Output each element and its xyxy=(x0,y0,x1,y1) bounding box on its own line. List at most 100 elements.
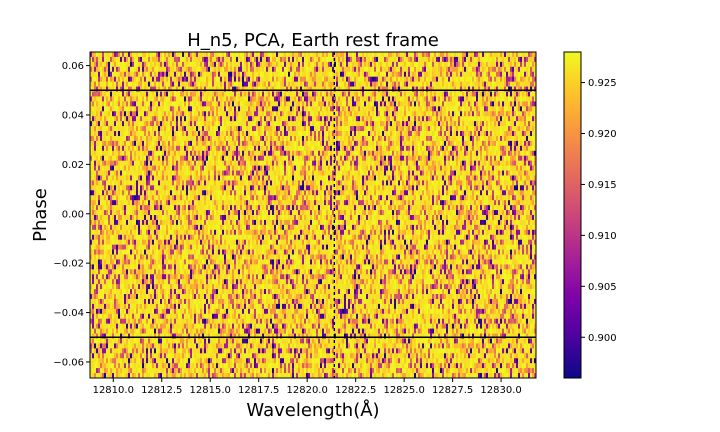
heatmap-cell xyxy=(138,56,141,63)
heatmap-cell xyxy=(322,81,325,87)
heatmap-cell xyxy=(500,131,503,137)
heatmap-cell xyxy=(526,76,529,82)
heatmap-cell xyxy=(360,66,363,73)
heatmap-cell xyxy=(430,111,433,117)
heatmap-cell xyxy=(300,71,303,78)
heatmap-cell xyxy=(436,111,439,117)
heatmap-cell xyxy=(424,86,427,92)
heatmap-cell xyxy=(258,121,261,127)
heatmap-cell xyxy=(436,101,439,107)
heatmap-cell xyxy=(508,52,511,58)
heatmap-cell xyxy=(244,61,247,68)
heatmap-cell xyxy=(148,155,151,162)
heatmap-cell xyxy=(368,116,371,122)
heatmap-cell xyxy=(526,121,529,127)
heatmap-cell xyxy=(490,71,493,78)
heatmap-cell xyxy=(114,81,117,87)
heatmap-cell xyxy=(490,52,493,58)
heatmap-cell xyxy=(360,155,363,162)
heatmap-cell xyxy=(250,106,253,112)
heatmap-cell xyxy=(450,155,453,162)
heatmap-cell xyxy=(404,135,407,142)
heatmap-cell xyxy=(272,56,275,63)
heatmap-cell xyxy=(372,116,375,122)
heatmap-cell xyxy=(448,150,451,157)
heatmap-cell xyxy=(280,121,283,127)
heatmap-cell xyxy=(528,116,531,122)
heatmap-cell xyxy=(300,61,303,68)
heatmap-cell xyxy=(344,106,347,112)
heatmap-cell xyxy=(286,150,289,157)
heatmap-cell xyxy=(494,140,497,147)
heatmap-cell xyxy=(524,71,527,78)
heatmap-cell xyxy=(198,131,201,137)
heatmap-cell xyxy=(324,61,327,68)
heatmap-cell xyxy=(320,56,323,63)
heatmap-cell xyxy=(322,131,325,137)
heatmap-cell xyxy=(170,160,173,166)
heatmap-cell xyxy=(396,96,399,102)
heatmap-cell xyxy=(394,71,397,78)
heatmap-cell xyxy=(224,56,227,63)
heatmap-cell xyxy=(202,140,205,147)
heatmap-cell xyxy=(274,116,277,122)
heatmap-cell xyxy=(344,52,347,58)
heatmap-cell xyxy=(466,66,469,73)
heatmap-cell xyxy=(272,96,275,102)
heatmap-cell xyxy=(494,71,497,78)
heatmap-cell xyxy=(510,150,513,157)
heatmap-cell xyxy=(150,121,153,127)
heatmap-cell xyxy=(372,96,375,102)
heatmap-cell xyxy=(420,116,423,122)
heatmap-cell xyxy=(92,135,95,142)
heatmap-cell xyxy=(340,111,343,117)
heatmap-cell xyxy=(290,61,293,68)
heatmap-cell xyxy=(436,91,439,97)
heatmap-cell xyxy=(446,66,449,73)
heatmap-cell xyxy=(440,150,443,157)
heatmap-cell xyxy=(228,155,231,162)
heatmap-cell xyxy=(302,126,305,132)
heatmap-cell xyxy=(118,91,121,97)
heatmap-cell xyxy=(124,150,127,157)
heatmap-cell xyxy=(206,126,209,132)
heatmap-cell xyxy=(488,145,491,152)
heatmap-cell xyxy=(308,145,311,152)
heatmap-cell xyxy=(372,106,375,112)
heatmap-cell xyxy=(422,52,425,58)
heatmap-cell xyxy=(494,86,497,92)
heatmap-cell xyxy=(428,101,431,107)
heatmap-cell xyxy=(530,96,533,102)
heatmap-cell xyxy=(392,81,395,87)
heatmap-cell xyxy=(342,106,345,112)
heatmap-cell xyxy=(132,71,135,78)
heatmap-cell xyxy=(210,155,213,162)
heatmap-cell xyxy=(300,140,303,147)
heatmap-cell xyxy=(488,131,491,137)
heatmap-cell xyxy=(164,101,167,107)
heatmap-cell xyxy=(408,86,411,92)
heatmap-cell xyxy=(490,126,493,132)
heatmap-cell xyxy=(518,96,521,102)
heatmap-cell xyxy=(282,66,285,73)
heatmap-cell xyxy=(290,135,293,142)
heatmap-cell xyxy=(478,81,481,87)
heatmap-cell xyxy=(150,86,153,92)
heatmap-cell xyxy=(440,56,443,63)
heatmap-cell xyxy=(362,91,365,97)
heatmap-cell xyxy=(134,76,137,82)
heatmap-cell xyxy=(174,126,177,132)
heatmap-cell xyxy=(402,121,405,127)
heatmap-cell xyxy=(234,71,237,78)
heatmap-cell xyxy=(472,135,475,142)
heatmap-cell xyxy=(220,66,223,73)
heatmap-cell xyxy=(306,135,309,142)
heatmap-cell xyxy=(276,66,279,73)
heatmap-cell xyxy=(526,150,529,157)
heatmap-cell xyxy=(138,81,141,87)
heatmap-cell xyxy=(510,111,513,117)
heatmap-cell xyxy=(274,135,277,142)
heatmap-cell xyxy=(376,86,379,92)
heatmap-cell xyxy=(106,131,109,137)
heatmap-cell xyxy=(530,145,533,152)
